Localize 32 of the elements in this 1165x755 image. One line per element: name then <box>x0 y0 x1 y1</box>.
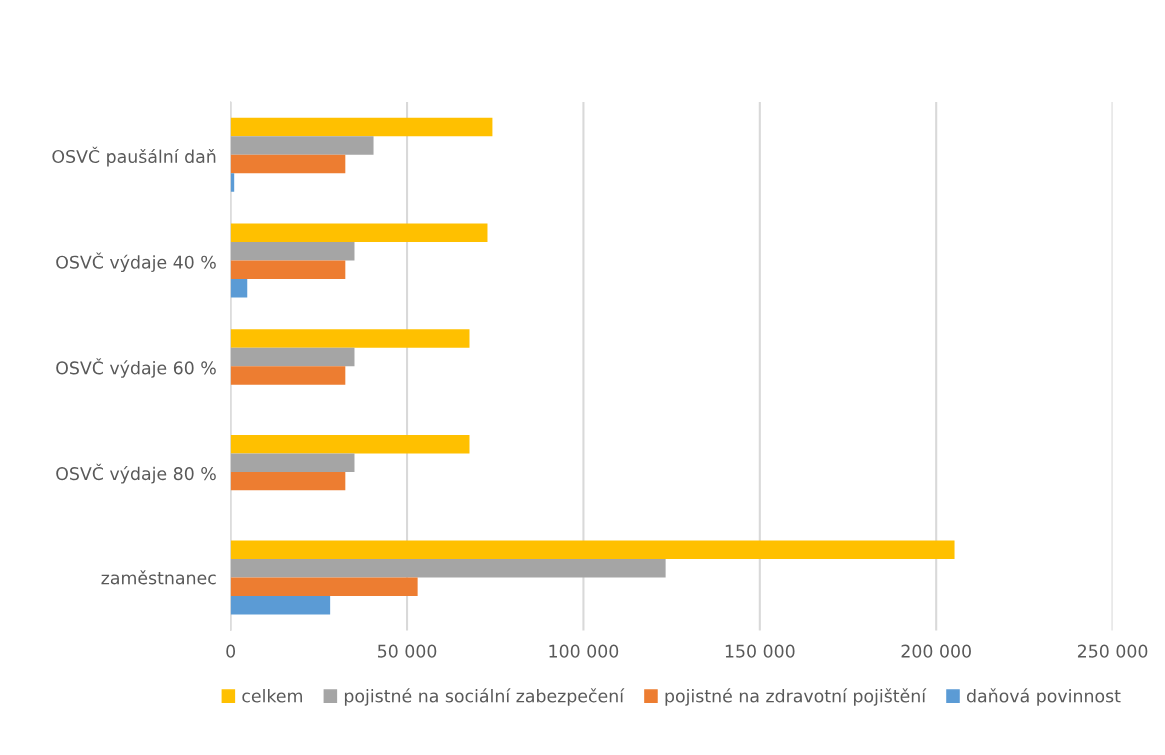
bar <box>230 559 666 578</box>
bar <box>230 278 248 298</box>
bar <box>230 471 346 491</box>
x-tick-label: 250 000 <box>1077 644 1148 658</box>
legend-label: celkem <box>242 689 302 703</box>
y-tick-label: zaměstnanec <box>101 570 216 585</box>
y-tick-label: OSVČ výdaje 60 % <box>56 358 216 378</box>
bar <box>230 434 470 454</box>
y-tick-label: OSVČ výdaje 40 % <box>56 252 216 273</box>
y-tick-label: OSVČ paušální daň <box>52 146 216 167</box>
bar <box>230 241 355 261</box>
bar <box>230 260 346 279</box>
bar <box>230 136 374 155</box>
y-tick-label: OSVČ výdaje 80 % <box>56 463 216 484</box>
bar <box>230 596 331 615</box>
x-tick-label: 50 000 <box>378 644 437 658</box>
bar <box>230 540 955 560</box>
legend-label: daňová povinnost <box>966 688 1121 706</box>
bar <box>230 366 346 385</box>
bar <box>230 154 346 174</box>
legend-label: pojistné na zdravotní pojištění <box>665 688 927 706</box>
bar <box>230 347 355 367</box>
bar <box>230 223 488 242</box>
x-tick-label: 0 <box>226 644 236 658</box>
bar <box>230 577 418 597</box>
bar <box>230 453 355 472</box>
legend-label: pojistné na sociální zabezpečení <box>344 688 625 706</box>
bar <box>230 117 493 137</box>
x-tick-label: 150 000 <box>725 644 795 658</box>
x-tick-label: 200 000 <box>901 644 971 658</box>
bar <box>230 329 470 348</box>
x-tick-label: 100 000 <box>549 644 619 658</box>
